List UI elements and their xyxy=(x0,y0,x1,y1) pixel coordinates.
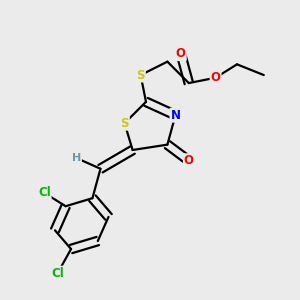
Text: O: O xyxy=(176,47,186,60)
Text: N: N xyxy=(170,109,180,122)
Text: S: S xyxy=(136,69,145,82)
Text: O: O xyxy=(184,154,194,167)
Text: S: S xyxy=(120,117,129,130)
Text: Cl: Cl xyxy=(38,186,51,199)
Text: O: O xyxy=(211,71,220,84)
Text: H: H xyxy=(72,153,81,163)
Text: Cl: Cl xyxy=(51,267,64,280)
